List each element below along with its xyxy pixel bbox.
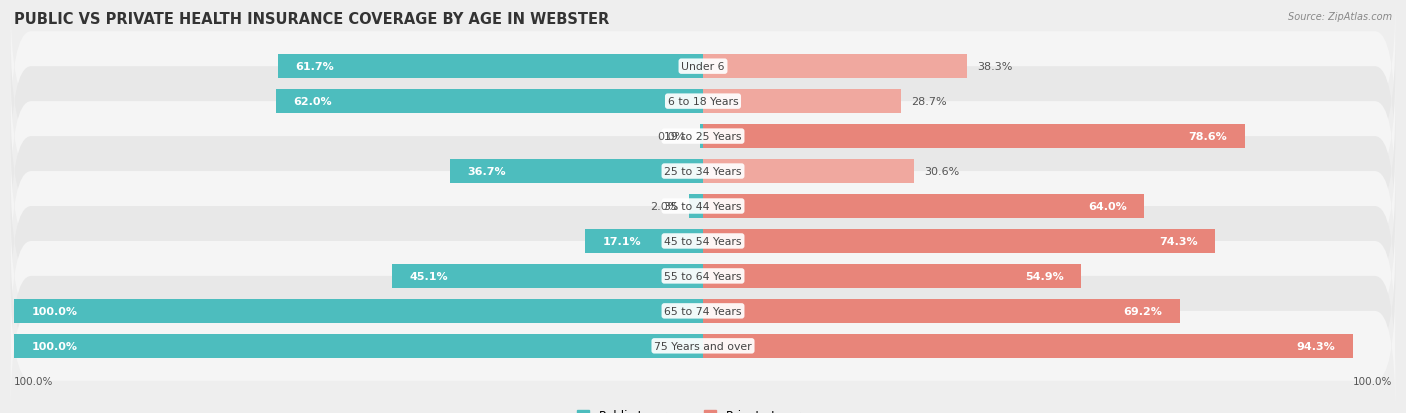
Bar [450, 160, 703, 183]
Text: 35 to 44 Years: 35 to 44 Years [664, 202, 742, 211]
Bar [278, 55, 703, 79]
Text: 100.0%: 100.0% [14, 376, 53, 386]
FancyBboxPatch shape [11, 0, 1395, 137]
FancyBboxPatch shape [11, 67, 1395, 206]
FancyBboxPatch shape [11, 137, 1395, 276]
Text: 28.7%: 28.7% [911, 97, 946, 107]
Text: 61.7%: 61.7% [295, 62, 333, 72]
Bar [703, 160, 914, 183]
Text: 2.0%: 2.0% [651, 202, 679, 211]
Text: 25 to 34 Years: 25 to 34 Years [664, 166, 742, 177]
Legend: Public Insurance, Private Insurance: Public Insurance, Private Insurance [572, 404, 834, 413]
Text: 65 to 74 Years: 65 to 74 Years [664, 306, 742, 316]
Text: 38.3%: 38.3% [977, 62, 1012, 72]
Text: 100.0%: 100.0% [31, 306, 77, 316]
Text: 19 to 25 Years: 19 to 25 Years [664, 132, 742, 142]
Bar [703, 55, 967, 79]
FancyBboxPatch shape [11, 276, 1395, 413]
Text: 55 to 64 Years: 55 to 64 Years [664, 271, 742, 281]
Bar [585, 230, 703, 253]
Bar [689, 195, 703, 218]
Text: 62.0%: 62.0% [292, 97, 332, 107]
Bar [392, 264, 703, 288]
Text: 75 Years and over: 75 Years and over [654, 341, 752, 351]
Bar [703, 264, 1081, 288]
Text: 30.6%: 30.6% [924, 166, 959, 177]
FancyBboxPatch shape [11, 172, 1395, 311]
FancyBboxPatch shape [11, 102, 1395, 241]
Text: 94.3%: 94.3% [1296, 341, 1336, 351]
Text: 69.2%: 69.2% [1123, 306, 1163, 316]
Bar [703, 125, 1244, 149]
Bar [703, 90, 901, 114]
Text: 36.7%: 36.7% [467, 166, 506, 177]
Text: PUBLIC VS PRIVATE HEALTH INSURANCE COVERAGE BY AGE IN WEBSTER: PUBLIC VS PRIVATE HEALTH INSURANCE COVER… [14, 12, 609, 27]
Bar [276, 90, 703, 114]
Text: 6 to 18 Years: 6 to 18 Years [668, 97, 738, 107]
Text: 17.1%: 17.1% [602, 236, 641, 247]
Text: 100.0%: 100.0% [1353, 376, 1392, 386]
Bar [14, 334, 703, 358]
Text: 45 to 54 Years: 45 to 54 Years [664, 236, 742, 247]
Bar [700, 125, 703, 149]
Text: Under 6: Under 6 [682, 62, 724, 72]
Bar [14, 299, 703, 323]
FancyBboxPatch shape [11, 241, 1395, 381]
Bar [703, 334, 1353, 358]
Bar [703, 230, 1215, 253]
Text: Source: ZipAtlas.com: Source: ZipAtlas.com [1288, 12, 1392, 22]
Bar [703, 195, 1144, 218]
Text: 54.9%: 54.9% [1025, 271, 1064, 281]
FancyBboxPatch shape [11, 32, 1395, 172]
Text: 0.0%: 0.0% [658, 132, 686, 142]
Text: 100.0%: 100.0% [31, 341, 77, 351]
Text: 78.6%: 78.6% [1188, 132, 1227, 142]
FancyBboxPatch shape [11, 206, 1395, 346]
Text: 45.1%: 45.1% [409, 271, 449, 281]
Text: 64.0%: 64.0% [1088, 202, 1126, 211]
Text: 74.3%: 74.3% [1159, 236, 1198, 247]
Bar [703, 299, 1180, 323]
